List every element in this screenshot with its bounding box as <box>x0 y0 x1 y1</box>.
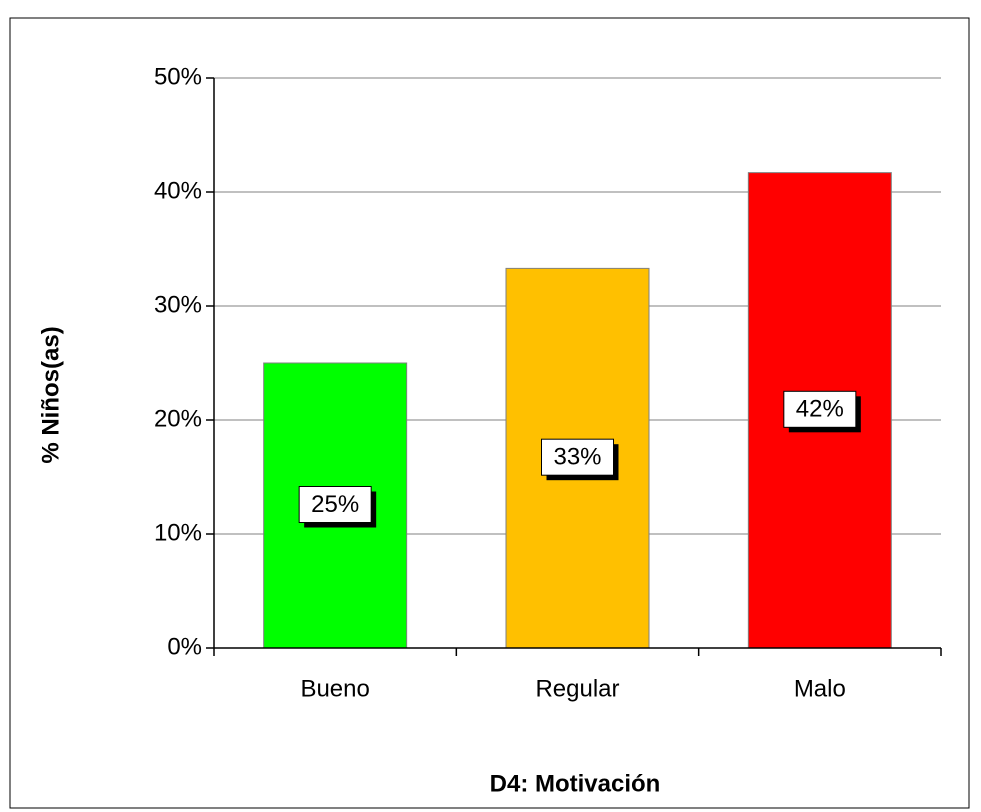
data-label-box <box>541 438 614 476</box>
data-label-box <box>783 390 857 428</box>
x-tick-label: Malo <box>794 675 846 702</box>
y-tick-label: 30% <box>154 291 202 318</box>
y-tick-label: 50% <box>154 63 202 90</box>
y-tick-label: 40% <box>154 177 202 204</box>
y-tick-label: 20% <box>154 405 202 432</box>
data-label: 33% <box>553 444 601 471</box>
data-label: 25% <box>311 491 359 518</box>
y-axis-title: % Niños(as) <box>37 326 64 463</box>
y-tick-label: 0% <box>167 633 202 660</box>
x-tick-label: Regular <box>535 675 619 702</box>
data-label-box <box>298 486 372 523</box>
data-label: 42% <box>796 396 844 423</box>
y-tick-label: 10% <box>154 519 202 546</box>
x-axis-title: D4: Motivación <box>490 770 661 797</box>
x-tick-label: Bueno <box>300 675 369 702</box>
